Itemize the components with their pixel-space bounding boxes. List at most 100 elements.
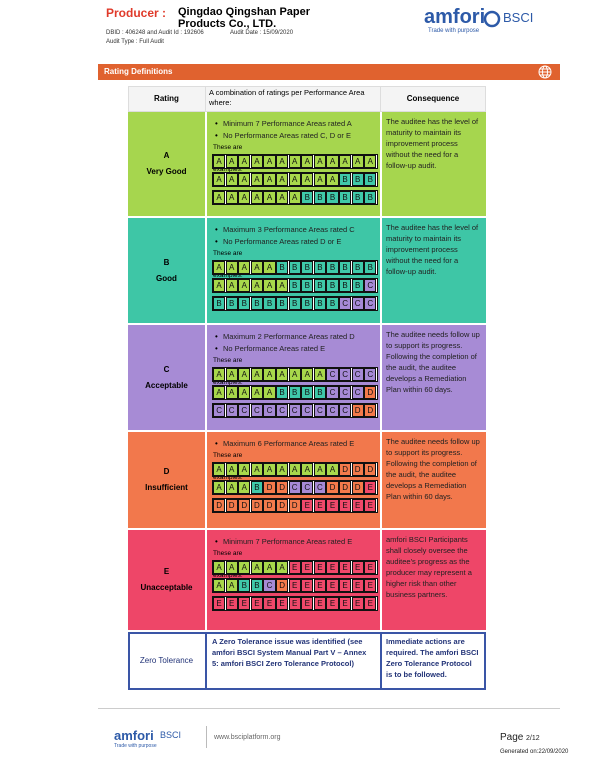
example-cell: B [326,261,339,274]
example-cell: D [276,499,289,512]
example-cell: D [364,386,377,399]
consequence: amfori BSCI Participants shall closely o… [386,535,472,599]
header-row [128,86,486,112]
row-sep [205,325,207,432]
example-cell: C [263,579,276,592]
example-cell: E [351,499,364,512]
example-cell: E [263,597,276,610]
example-cell: C [288,404,301,417]
example-cell: A [238,463,251,476]
example-cell: B [326,191,339,204]
example-cell: C [301,404,314,417]
bullet-dot: • [215,119,218,128]
example-cell: A [238,386,251,399]
footer-url: www.bsciplatform.org [214,734,281,741]
example-cell: A [213,368,226,381]
bullet: No Performance Areas rated D or E [223,237,342,246]
example-cell: B [276,297,289,310]
example-cell: B [276,386,289,399]
example-cell: E [313,579,326,592]
example-cell: C [250,404,263,417]
example-cell: A [250,173,263,186]
example-cell: E [301,561,314,574]
example-cell: A [263,261,276,274]
row-sep [205,530,207,632]
example-cell: A [213,261,226,274]
example-cell: A [250,191,263,204]
header-sep [205,86,206,112]
example-cell: A [263,279,276,292]
grade-label: Insufficient [145,483,188,492]
producer-name: Qingdao Qingshan Paper Products Co., LTD… [178,6,311,30]
row-sep [205,432,207,530]
example-cell: A [288,191,301,204]
zero-condition: A Zero Tolerance issue was identified (s… [212,637,367,668]
example-cell: A [263,368,276,381]
example-cell: A [288,368,301,381]
example-cell: A [326,463,339,476]
example-cell: D [364,463,377,476]
example-cell: C [364,368,377,381]
section-bar [98,64,560,80]
example-cell: D [263,481,276,494]
example-cell: A [213,173,226,186]
example-cell: A [276,561,289,574]
logo-icon [483,10,501,28]
example-cell: B [213,297,226,310]
example-cell: E [288,597,301,610]
example-cell: A [238,261,251,274]
row-sep [205,112,207,218]
example-cell: A [276,191,289,204]
example-cell: C [351,386,364,399]
example-cell: E [313,499,326,512]
logo-sub: BSCI [503,10,534,25]
bullet: No Performance Areas rated E [223,344,326,353]
example-cell: B [364,173,377,186]
grade: C [163,364,170,374]
row-sep [380,530,382,632]
example-cell: D [339,481,352,494]
example-cell: B [313,261,326,274]
example-cell: B [225,297,238,310]
example-cell: C [326,386,339,399]
footer-logo-sub: BSCI [160,730,182,740]
example-cell: D [364,404,377,417]
example-cell: A [301,173,314,186]
example-cell: E [364,579,377,592]
example-cell: A [301,463,314,476]
bullet-dot: • [215,344,218,353]
example-cell: A [213,191,226,204]
row-sep [380,112,382,218]
row-sep [380,632,382,690]
logo: amfori [424,6,486,28]
example-cell: D [225,499,238,512]
example-cell: E [339,561,352,574]
footer-logo: amfori [114,728,154,743]
example-cell: A [238,561,251,574]
example-cell: B [326,279,339,292]
example-cell: D [339,463,352,476]
example-cell: A [263,155,276,168]
example-cell: A [238,191,251,204]
example-cell: B [276,261,289,274]
row-sep [380,432,382,530]
example-cell: A [238,481,251,494]
example-cell: B [288,297,301,310]
example-cell: C [326,368,339,381]
consequence: The auditee needs follow up to support i… [386,437,480,501]
example-cell: A [238,155,251,168]
example-cell: A [213,579,226,592]
bullet-dot: • [215,439,218,448]
example-cell: A [263,173,276,186]
example-cell: C [313,481,326,494]
example-cell: D [351,463,364,476]
example-cell: E [276,597,289,610]
example-cell: D [351,404,364,417]
header-consequence: Consequence [406,94,460,103]
producer-label: Producer : [106,6,167,20]
example-cell: B [250,481,263,494]
example-cell: A [213,386,226,399]
header-rating: Rating [154,94,179,103]
example-cell: A [313,463,326,476]
